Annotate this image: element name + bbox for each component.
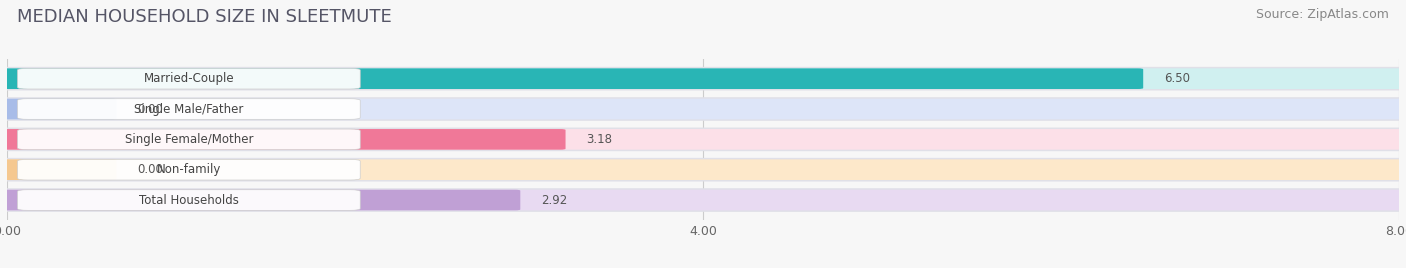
Text: Single Female/Mother: Single Female/Mother (125, 133, 253, 146)
Text: 2.92: 2.92 (541, 193, 568, 207)
Text: 0.00: 0.00 (138, 103, 163, 116)
FancyBboxPatch shape (17, 68, 360, 89)
FancyBboxPatch shape (1, 190, 520, 210)
FancyBboxPatch shape (1, 129, 565, 150)
FancyBboxPatch shape (0, 188, 1406, 212)
FancyBboxPatch shape (17, 99, 360, 119)
Text: Total Households: Total Households (139, 193, 239, 207)
FancyBboxPatch shape (1, 190, 1405, 210)
FancyBboxPatch shape (0, 128, 1406, 151)
FancyBboxPatch shape (1, 68, 1143, 89)
Text: 0.00: 0.00 (138, 163, 163, 176)
FancyBboxPatch shape (17, 159, 360, 180)
Text: 6.50: 6.50 (1164, 72, 1189, 85)
Text: Source: ZipAtlas.com: Source: ZipAtlas.com (1256, 8, 1389, 21)
FancyBboxPatch shape (1, 159, 117, 180)
FancyBboxPatch shape (1, 99, 1405, 119)
FancyBboxPatch shape (17, 129, 360, 150)
FancyBboxPatch shape (0, 97, 1406, 121)
Text: Non-family: Non-family (156, 163, 221, 176)
Text: 3.18: 3.18 (586, 133, 613, 146)
Text: Married-Couple: Married-Couple (143, 72, 235, 85)
FancyBboxPatch shape (1, 68, 1405, 89)
FancyBboxPatch shape (1, 99, 117, 119)
FancyBboxPatch shape (0, 67, 1406, 91)
FancyBboxPatch shape (17, 190, 360, 210)
Text: Single Male/Father: Single Male/Father (134, 103, 243, 116)
FancyBboxPatch shape (1, 159, 1405, 180)
FancyBboxPatch shape (1, 129, 1405, 150)
FancyBboxPatch shape (0, 158, 1406, 181)
Text: MEDIAN HOUSEHOLD SIZE IN SLEETMUTE: MEDIAN HOUSEHOLD SIZE IN SLEETMUTE (17, 8, 392, 26)
